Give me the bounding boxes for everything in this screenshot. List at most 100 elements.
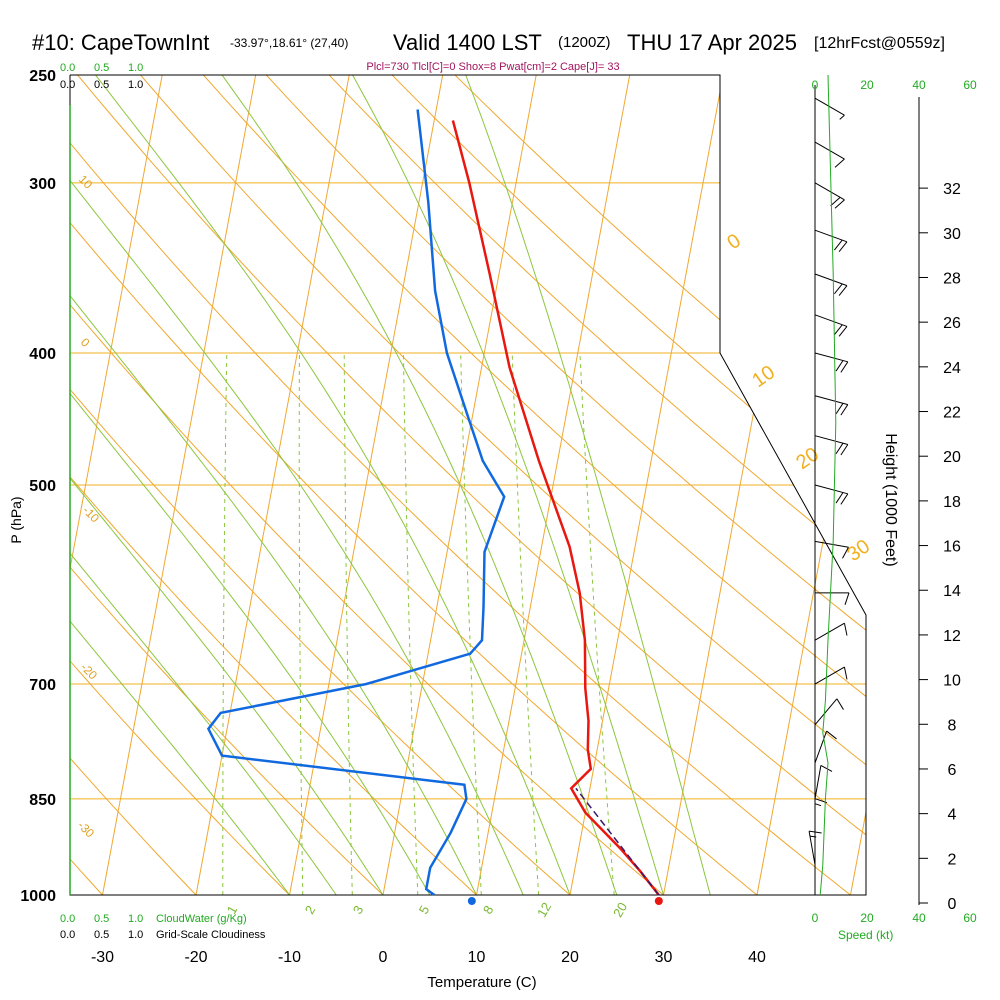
wind-barb-staff bbox=[814, 698, 838, 726]
height-tick-label: 20 bbox=[943, 449, 961, 466]
svg-text:40: 40 bbox=[912, 911, 926, 925]
temperature-profile bbox=[451, 120, 660, 896]
temperature-axis: -30 -20 -10 0 10 20 30 40 bbox=[91, 949, 766, 966]
svg-text:0.5: 0.5 bbox=[94, 62, 109, 74]
mixing-ratio-line bbox=[343, 352, 353, 895]
wind-barb-flag bbox=[843, 623, 848, 636]
isotherm-line bbox=[289, 75, 444, 895]
dry-adiabat-line bbox=[70, 75, 130, 895]
wind-barb-half-flag bbox=[809, 835, 817, 838]
wind-barb-flag bbox=[844, 592, 850, 606]
dry-adiabat-label: -30 bbox=[75, 818, 97, 840]
temperature-tick-label: 20 bbox=[561, 949, 579, 966]
sounding-profiles bbox=[206, 109, 663, 905]
wind-barb-flag bbox=[830, 196, 841, 207]
wind-barb bbox=[808, 830, 822, 865]
height-tick-label: 6 bbox=[948, 762, 957, 779]
dry-adiabat-line bbox=[119, 75, 866, 895]
wind-barb-staff bbox=[814, 395, 848, 406]
wind-barb-staff bbox=[814, 484, 848, 495]
wind-barb-staff bbox=[814, 97, 845, 116]
height-tick-label: 4 bbox=[948, 807, 957, 824]
wind-barbs bbox=[808, 97, 850, 865]
svg-text:0.0: 0.0 bbox=[60, 79, 75, 91]
moist-adiabat-line bbox=[70, 75, 524, 895]
svg-text:0.5: 0.5 bbox=[94, 913, 109, 925]
wind-barb-half-flag bbox=[839, 114, 845, 120]
cloudiness-label: Grid-Scale Cloudiness bbox=[156, 929, 266, 941]
pressure-tick-label: 700 bbox=[29, 677, 56, 694]
wind-barb-flag bbox=[835, 442, 844, 455]
wind-barb bbox=[814, 182, 845, 209]
svg-text:1.0: 1.0 bbox=[128, 913, 143, 925]
cloudwater-scale-top: 0.0 0.5 1.0 0.0 0.5 1.0 bbox=[60, 62, 143, 91]
svg-text:60: 60 bbox=[963, 911, 977, 925]
svg-text:0.0: 0.0 bbox=[60, 929, 75, 941]
wind-barb-flag bbox=[809, 830, 822, 834]
height-axis-title: Height (1000 Feet) bbox=[882, 433, 899, 566]
wind-barb-flag bbox=[833, 239, 843, 251]
isotherm-line bbox=[382, 75, 537, 895]
wind-barb bbox=[814, 484, 849, 505]
wind-barb-flag bbox=[838, 241, 848, 253]
pressure-tick-label: 850 bbox=[29, 792, 56, 809]
moist-adiabat-label: 10 bbox=[748, 361, 779, 392]
temperature-tick-label: 10 bbox=[468, 949, 486, 966]
moist-adiabat-label: 30 bbox=[843, 535, 874, 566]
moist-adiabat-line bbox=[465, 75, 711, 895]
mixing-ratio-line bbox=[222, 352, 228, 895]
pressure-tick-label: 400 bbox=[29, 346, 56, 363]
wind-speed-profile bbox=[819, 74, 837, 896]
isotherm-line bbox=[195, 75, 350, 895]
wind-barb-staff bbox=[814, 352, 848, 363]
height-tick-label: 14 bbox=[943, 583, 961, 600]
x-axis-title: Temperature (C) bbox=[427, 974, 536, 991]
dry-adiabat-label: -20 bbox=[78, 660, 100, 682]
dry-adiabat-line bbox=[70, 75, 794, 895]
wind-barb-staff bbox=[814, 229, 848, 243]
moist-adiabat-line bbox=[70, 75, 337, 895]
dry-adiabat-line bbox=[70, 75, 604, 895]
wind-barb bbox=[814, 229, 848, 253]
wind-barb-flag bbox=[820, 764, 833, 772]
wind-barb-staff bbox=[808, 831, 816, 865]
wind-barb-flag bbox=[840, 444, 849, 456]
temperature-tick-label: -30 bbox=[91, 949, 114, 966]
wind-barb bbox=[814, 395, 849, 416]
dry-adiabat-line bbox=[70, 75, 320, 895]
wind-barb bbox=[814, 97, 845, 120]
wind-barb-flag bbox=[835, 492, 844, 504]
svg-text:20: 20 bbox=[860, 78, 874, 92]
cloudwater-label: CloudWater (g/Kg) bbox=[156, 913, 247, 925]
moist-adiabat-label: 20 bbox=[792, 443, 823, 474]
svg-text:1.0: 1.0 bbox=[128, 929, 143, 941]
wind-barb-flag bbox=[833, 283, 843, 295]
height-tick-label: 0 bbox=[948, 896, 957, 913]
wind-barb bbox=[814, 764, 833, 799]
station-title: #10: CapeTownInt bbox=[32, 30, 209, 55]
isotherm-line bbox=[70, 75, 163, 895]
dry-adiabat-line bbox=[306, 75, 866, 895]
mixing-ratio-label: 3 bbox=[350, 903, 367, 917]
moist-adiabat-line bbox=[70, 75, 431, 895]
dry-adiabat-line bbox=[70, 75, 866, 895]
mixing-ratio-line bbox=[298, 352, 304, 895]
dry-adiabat-line bbox=[243, 75, 866, 895]
moist-adiabat-line bbox=[70, 75, 477, 895]
mixing-ratio-label: 2 bbox=[302, 903, 319, 917]
wind-barb bbox=[814, 435, 849, 456]
height-tick-label: 24 bbox=[943, 360, 961, 377]
svg-text:20: 20 bbox=[860, 911, 874, 925]
height-tick-label: 30 bbox=[943, 226, 961, 243]
dry-adiabat-line bbox=[70, 75, 699, 895]
temperature-tick-label: -10 bbox=[278, 949, 301, 966]
svg-text:0.5: 0.5 bbox=[94, 929, 109, 941]
pressure-tick-label: 1000 bbox=[20, 888, 56, 905]
pressure-tick-label: 250 bbox=[29, 68, 56, 85]
dry-adiabat-label: 10 bbox=[76, 172, 96, 192]
wind-barb bbox=[814, 273, 848, 296]
wind-speed-scale-bottom: 0 20 40 60 Speed (kt) bbox=[812, 911, 977, 942]
wind-barb bbox=[814, 352, 849, 373]
